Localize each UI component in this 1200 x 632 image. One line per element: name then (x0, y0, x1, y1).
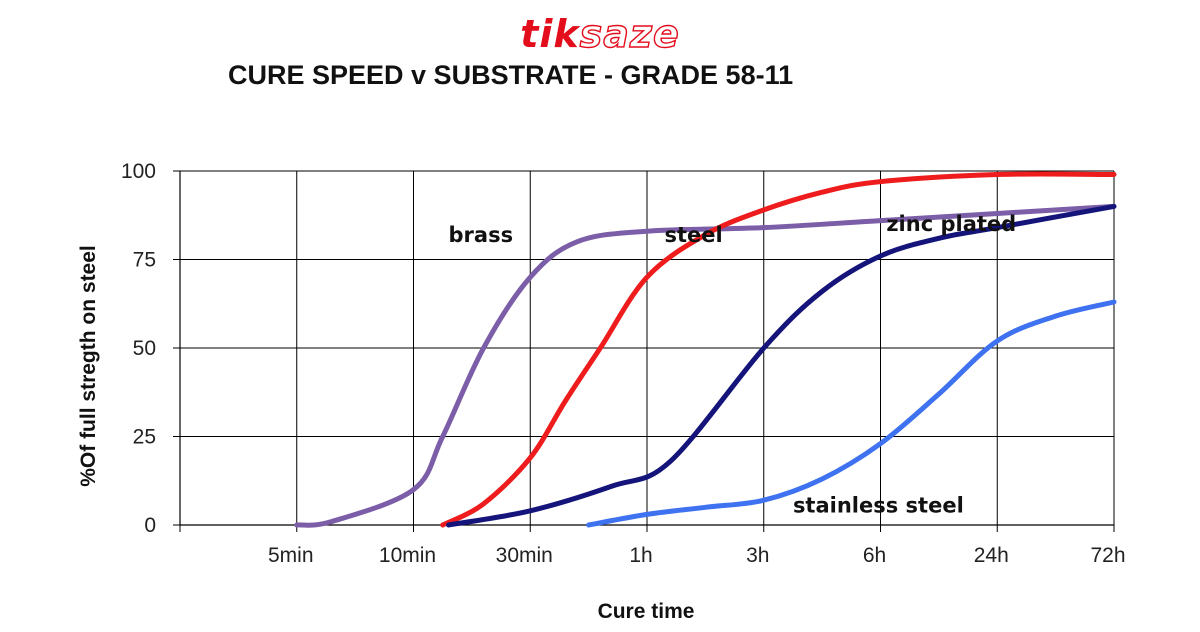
chart-title: CURE SPEED v SUBSTRATE - GRADE 58-11 (228, 60, 794, 90)
brand-logo: tiksaze (0, 8, 1200, 60)
series-line-stainless-steel (586, 299, 1117, 528)
y-tick-label-0: 0 (144, 514, 156, 537)
y-tick-labels: 0 25 50 75 100 (121, 160, 156, 537)
x-tick-label-10min: 10min (379, 544, 436, 567)
series-label-stainless-steel: stainless steel (793, 494, 964, 518)
x-tick-label-6h: 6h (863, 544, 886, 567)
series-line-brass (294, 203, 1117, 528)
logo-text-red: tik (520, 12, 580, 56)
x-tick-label-72h: 72h (1090, 544, 1125, 567)
series-label-zinc-plated: zinc plated (886, 212, 1016, 236)
series-lines (294, 171, 1117, 528)
x-tick-labels: 5min 10min 30min 1h 3h 6h 24h 72h (268, 544, 1126, 567)
y-tick-label-50: 50 (133, 337, 156, 360)
series-label-steel: steel (665, 223, 723, 247)
y-tick-label-25: 25 (133, 426, 156, 449)
x-tick-label-3h: 3h (746, 544, 769, 567)
series-labels: brass steel zinc plated stainless steel (449, 212, 1017, 517)
x-axis-label: Cure time (598, 600, 695, 623)
x-tick-label-1h: 1h (629, 544, 652, 567)
y-tick-label-100: 100 (121, 160, 156, 183)
x-tick-label-30min: 30min (496, 544, 553, 567)
logo-text-outline: saze (579, 11, 680, 56)
x-tick-label-24h: 24h (974, 544, 1009, 567)
axes (173, 170, 1115, 532)
horizontal-gridlines (180, 170, 1114, 437)
series-line-steel (440, 171, 1117, 528)
y-axis-label: %Of full stregth on steel (77, 245, 100, 487)
x-tick-label-5min: 5min (268, 544, 314, 567)
series-label-brass: brass (449, 223, 514, 247)
y-tick-label-75: 75 (133, 249, 156, 272)
series-line-zinc-plated (446, 203, 1117, 528)
